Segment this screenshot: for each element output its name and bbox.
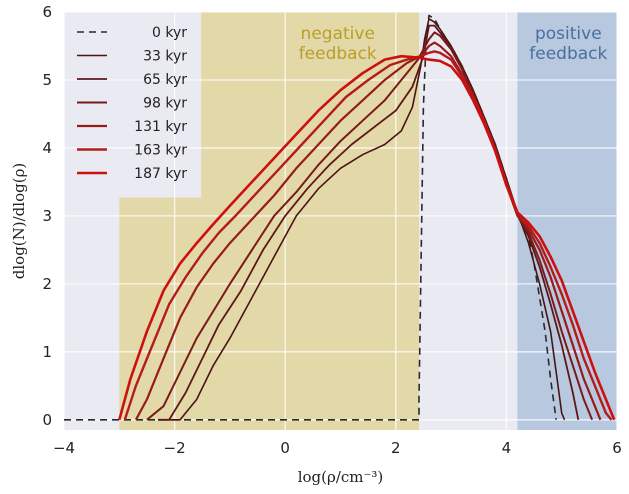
x-tick-label-4: 4	[502, 439, 512, 457]
series-lines	[64, 14, 616, 421]
grid-lines	[63, 11, 618, 430]
legend-label-2: 65 kyr	[143, 72, 187, 88]
x-axis-label: log(ρ/cm⁻³)	[298, 468, 384, 486]
region-0-part-1	[201, 12, 420, 430]
legend-label-1: 33 kyr	[143, 49, 187, 65]
annotation-0: negative feedback	[299, 24, 377, 64]
tick-labels: −4 −2 0 2 4 6 0 1 2 3 4 5 6	[42, 3, 621, 457]
annotation-1-line-1: feedback	[529, 44, 607, 64]
y-tick-label-6: 6	[42, 3, 52, 21]
annotation-1: positive feedback	[529, 24, 607, 64]
y-tick-label-5: 5	[42, 71, 52, 89]
series-line-1	[169, 18, 566, 421]
y-tick-label-2: 2	[42, 275, 52, 293]
series-line-4	[134, 41, 602, 421]
x-tick-label-0: −4	[53, 439, 75, 457]
y-tick-label-0: 0	[42, 411, 52, 429]
legend-label-3: 98 kyr	[143, 96, 187, 112]
region-1-part-0	[517, 12, 617, 430]
x-tick-label-3: 2	[391, 439, 401, 457]
legend: 0 kyr 33 kyr 65 kyr 98 kyr 131 kyr 163 kyr 187…	[77, 25, 187, 182]
annotation-1-line-0: positive	[535, 24, 602, 44]
y-tick-label-3: 3	[42, 207, 52, 225]
feedback-regions	[119, 12, 617, 430]
series-line-0	[64, 14, 557, 421]
legend-label-6: 187 kyr	[134, 166, 187, 182]
annotation-0-line-1: feedback	[299, 44, 377, 64]
series-line-2	[158, 24, 580, 421]
region-0-part-0	[119, 197, 202, 430]
series-line-6	[118, 54, 616, 421]
y-tick-label-4: 4	[42, 139, 52, 157]
annotation-0-line-0: negative	[301, 24, 375, 44]
x-tick-label-1: −2	[164, 439, 186, 457]
y-tick-label-1: 1	[42, 343, 52, 361]
legend-label-4: 131 kyr	[134, 119, 187, 135]
series-line-3	[146, 31, 594, 421]
y-axis-label: dlog(N)/dlog(ρ)	[10, 163, 28, 279]
series-line-5	[123, 50, 613, 421]
legend-label-0: 0 kyr	[152, 25, 187, 41]
x-tick-label-5: 6	[612, 439, 622, 457]
legend-label-5: 163 kyr	[134, 143, 187, 159]
x-tick-label-2: 0	[280, 439, 290, 457]
